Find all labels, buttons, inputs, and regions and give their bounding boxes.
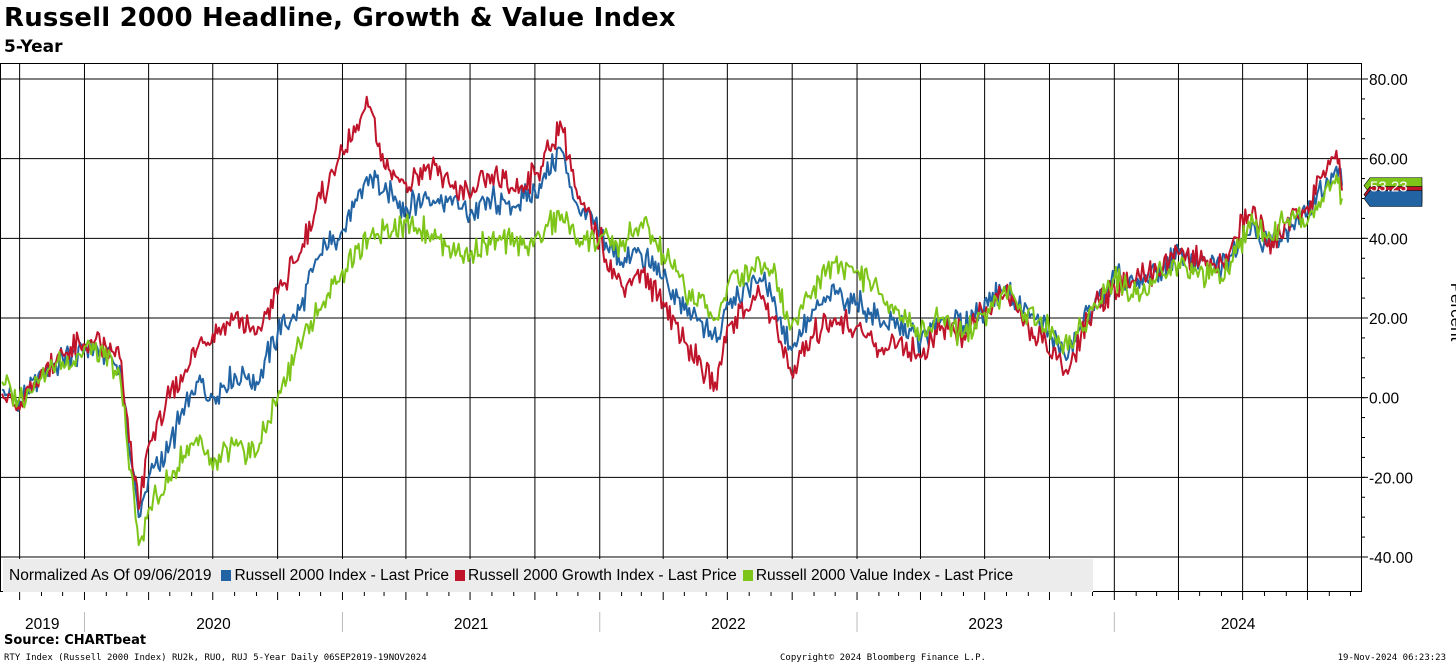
chart-subtitle: 5-Year <box>4 37 63 57</box>
x-year-label: 2019 <box>25 616 59 633</box>
x-year-label: 2023 <box>968 616 1002 633</box>
source-label: Source: CHARTbeat <box>4 633 147 648</box>
x-year-label: 2022 <box>711 616 745 633</box>
series-line-2 <box>1 173 1343 546</box>
legend-label-russell-2000-value: Russell 2000 Value Index - Last Price <box>755 566 1014 584</box>
last-value-label: 53.23 <box>1370 179 1408 196</box>
plot-border <box>0 63 1362 592</box>
y-tick-label: -20.00 <box>1369 470 1413 487</box>
legend-swatch-russell-2000-value <box>742 570 753 581</box>
y-tick-label: 40.00 <box>1369 231 1408 248</box>
x-year-label: 2020 <box>196 616 231 633</box>
y-axis-label: Percent <box>1447 282 1456 342</box>
y-tick-label: -40.00 <box>1369 550 1413 567</box>
y-tick-label: 0.00 <box>1369 391 1400 408</box>
last-value-tag-0 <box>1363 190 1423 207</box>
legend-swatch-russell-2000-growth <box>455 570 466 581</box>
y-tick-label: 20.00 <box>1369 311 1408 328</box>
legend-label-russell-2000-growth: Russell 2000 Growth Index - Last Price <box>468 566 737 584</box>
line-chart: 80.00 60.00 40.00 20.00 0.00 -20.00 -40.00 53.2… <box>0 63 1423 633</box>
footer-copyright: Copyright© 2024 Bloomberg Finance L.P. <box>780 653 986 663</box>
y-tick-label: 60.00 <box>1369 152 1408 169</box>
legend-item-russell-2000-growth: Russell 2000 Growth Index - Last Price <box>455 567 737 585</box>
footer-index-info: RTY Index (Russell 2000 Index) RU2k, RUO… <box>4 653 427 663</box>
legend-normalized-label: Normalized As Of 09/06/2019 <box>9 566 212 584</box>
chart-legend: Normalized As Of 09/06/2019 Russell 2000… <box>3 559 1093 592</box>
legend-item-russell-2000: Russell 2000 Index - Last Price <box>221 567 449 585</box>
legend-label-russell-2000: Russell 2000 Index - Last Price <box>234 566 450 584</box>
footer-timestamp: 19-Nov-2024 06:23:23 <box>1337 653 1446 663</box>
x-year-label: 2024 <box>1221 616 1256 633</box>
x-year-label: 2021 <box>454 616 488 633</box>
y-tick-label: 80.00 <box>1369 72 1408 89</box>
legend-swatch-russell-2000 <box>221 570 232 581</box>
series-line-0 <box>1 146 1343 519</box>
chart-title: Russell 2000 Headline, Growth & Value In… <box>4 3 676 33</box>
legend-item-russell-2000-value: Russell 2000 Value Index - Last Price <box>742 566 1014 585</box>
